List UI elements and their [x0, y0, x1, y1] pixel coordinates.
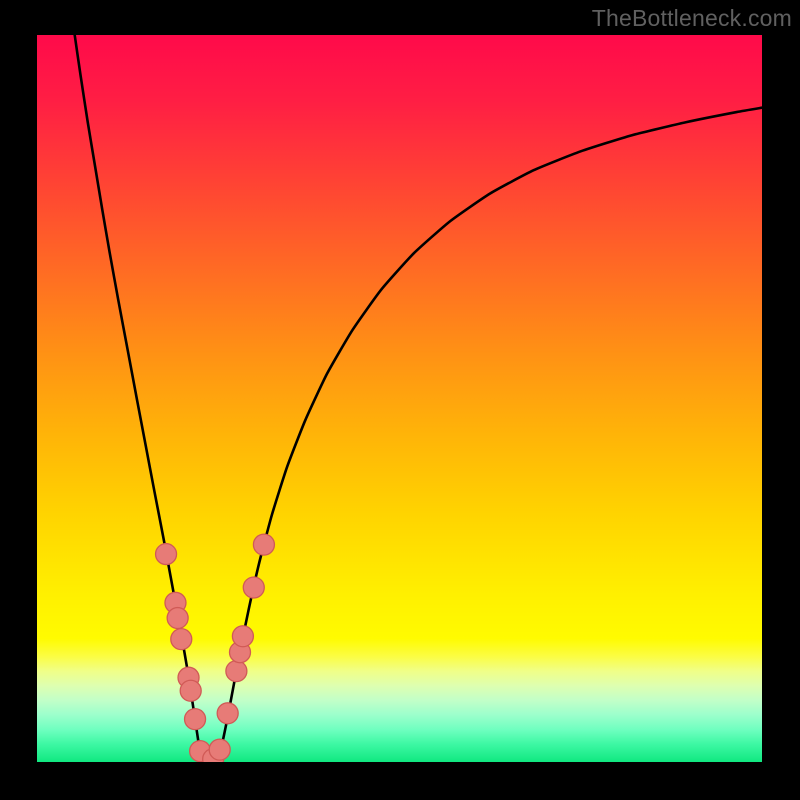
bottleneck-curve — [75, 35, 762, 760]
plot-area — [37, 35, 762, 762]
data-marker — [226, 661, 247, 682]
watermark-text: TheBottleneck.com — [592, 5, 792, 32]
data-marker — [185, 709, 206, 730]
data-marker — [253, 534, 274, 555]
chart-svg — [37, 35, 762, 762]
data-marker — [156, 544, 177, 565]
data-marker — [209, 739, 230, 760]
data-marker — [232, 626, 253, 647]
data-marker — [243, 577, 264, 598]
data-marker — [171, 629, 192, 650]
data-marker — [167, 608, 188, 629]
data-marker — [217, 703, 238, 724]
data-marker — [180, 680, 201, 701]
